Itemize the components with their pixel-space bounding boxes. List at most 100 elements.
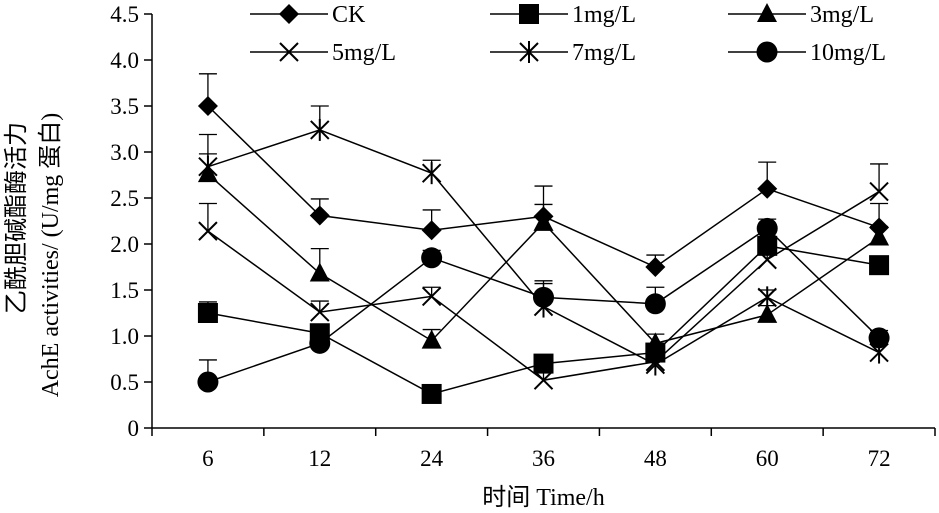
legend-item: 10mg/L (728, 40, 886, 66)
legend-label: 5mg/L (332, 40, 396, 66)
square-marker-shape (421, 383, 442, 404)
circle-marker-shape (756, 41, 778, 63)
diamond-marker-shape (645, 257, 666, 277)
data-point (869, 255, 890, 276)
data-point (533, 370, 554, 390)
data-point (868, 327, 890, 349)
triangle-marker-shape (645, 332, 666, 352)
x-tick-label: 36 (532, 446, 555, 471)
y-axis-title-chinese: 乙酰胆碱酯酶活力 (3, 122, 30, 314)
circle-marker-shape (644, 293, 666, 315)
y-tick-label: 2.0 (110, 232, 139, 257)
data-point (421, 286, 442, 307)
triangle-marker-shape (533, 211, 554, 231)
square-marker-shape (533, 353, 554, 374)
data-point (757, 249, 777, 270)
legend-marker (519, 4, 539, 24)
x-tick-label: 12 (308, 446, 331, 471)
data-point (757, 286, 777, 309)
y-tick-label: 0.5 (110, 370, 139, 395)
data-point (645, 353, 666, 376)
legend-marker (756, 41, 778, 63)
x-marker-stroke (310, 302, 330, 322)
y-tick-label: 3.5 (110, 94, 139, 119)
data-point (645, 332, 666, 352)
data-point (198, 155, 218, 178)
data-point (533, 211, 554, 231)
x-tick-label: 24 (420, 446, 444, 471)
legend-label: 1mg/L (572, 2, 636, 28)
data-point (869, 226, 890, 246)
triangle-marker-shape (757, 303, 778, 323)
triangle-marker-shape (757, 3, 777, 22)
legend-label: 10mg/L (810, 40, 886, 66)
triangle-marker-shape (309, 262, 330, 282)
legend-marker (279, 4, 299, 24)
circle-marker-shape (197, 371, 219, 393)
data-point (533, 353, 554, 374)
x-marker-stroke (421, 286, 442, 307)
diamond-marker-shape (279, 4, 299, 24)
data-point (533, 286, 554, 308)
legend-item: 5mg/L (250, 40, 396, 66)
circle-marker-shape (309, 332, 331, 354)
square-marker-shape (197, 303, 218, 323)
circle-marker-shape (756, 217, 778, 239)
series-7mg-l (198, 105, 889, 376)
x-tick-label: 60 (756, 446, 779, 471)
data-point (421, 329, 442, 349)
circle-marker-shape (868, 327, 890, 349)
diamond-marker-shape (309, 205, 330, 226)
data-point (197, 371, 219, 393)
circle-marker-shape (421, 247, 443, 269)
legend-item: 7mg/L (490, 40, 636, 66)
y-tick-label: 4.5 (110, 2, 139, 27)
data-point (645, 257, 666, 277)
data-point (198, 221, 218, 241)
legend-marker (279, 42, 299, 62)
legend-item: CK (250, 2, 366, 28)
data-point (197, 303, 218, 323)
data-point (757, 303, 778, 323)
legend: CK 1mg/L 3mg/L 5mg/L 7mg/L 10mg/L (250, 2, 886, 66)
legend-marker (757, 3, 777, 22)
x-tick-label: 6 (202, 446, 214, 471)
data-point (309, 332, 331, 354)
data-point (756, 217, 778, 239)
legend-item: 3mg/L (728, 2, 874, 28)
x-tick-label: 72 (868, 446, 891, 471)
legend-marker (519, 41, 539, 63)
legend-label: 3mg/L (810, 2, 874, 28)
square-marker-shape (869, 255, 890, 276)
diamond-marker-shape (421, 220, 442, 241)
data-point (309, 262, 330, 282)
data-point (421, 383, 442, 404)
x-marker-stroke (533, 370, 554, 390)
y-tick-label: 3.0 (110, 140, 139, 165)
legend-item: 1mg/L (490, 2, 636, 28)
x-marker-stroke (869, 181, 889, 202)
legend-label: CK (332, 2, 366, 28)
square-marker-shape (519, 4, 539, 24)
triangle-marker-shape (869, 226, 890, 246)
data-point (644, 293, 666, 315)
y-tick-label: 0 (128, 416, 140, 441)
legend-label: 7mg/L (572, 40, 636, 66)
y-tick-label: 1.0 (110, 324, 139, 349)
x-marker-stroke (757, 249, 777, 270)
data-point (310, 118, 330, 141)
triangle-marker-shape (421, 329, 442, 349)
x-marker-stroke (198, 221, 218, 241)
diamond-marker-shape (197, 96, 218, 116)
data-point (421, 247, 443, 269)
y-tick-label: 1.5 (110, 278, 139, 303)
x-tick-label: 48 (644, 446, 667, 471)
data-point (310, 302, 330, 322)
data-point (309, 205, 330, 226)
axes: 0 0.5 1.0 1.5 2.0 2.5 3.0 3.5 4.0 4.5 6 12 24 36 48 60 7… (110, 2, 936, 471)
y-tick-label: 2.5 (110, 186, 139, 211)
series-layer (197, 73, 890, 404)
series-5mg-l (198, 163, 889, 390)
data-point (421, 162, 442, 185)
data-point (421, 220, 442, 241)
